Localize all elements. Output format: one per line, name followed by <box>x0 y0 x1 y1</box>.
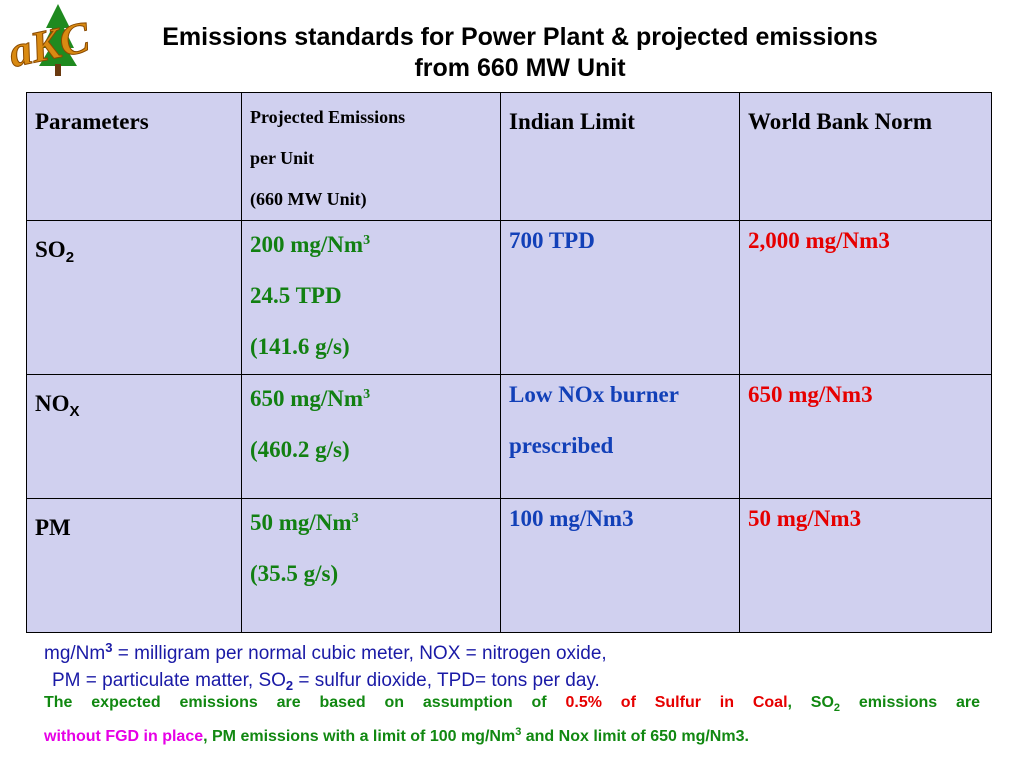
world-bank-cell: 50 mg/Nm3 <box>739 498 992 633</box>
indian-limit-cell: 100 mg/Nm3 <box>500 498 740 633</box>
indian-limit-cell: Low NOx burner prescribed <box>500 374 740 499</box>
world-bank-cell: 650 mg/Nm3 <box>739 374 992 499</box>
table-header-row: Parameters Projected Emissions per Unit … <box>26 92 992 221</box>
tree-icon <box>39 4 77 66</box>
param-cell: NOX <box>26 374 242 499</box>
projected-value: 24.5 TPD <box>250 283 342 308</box>
projected-cell: 50 mg/Nm3 (35.5 g/s) <box>241 498 501 633</box>
projected-value: 200 mg/Nm3 <box>250 232 371 257</box>
header-projected-line-3: (660 MW Unit) <box>250 189 367 209</box>
projected-value: 650 mg/Nm3 <box>250 386 371 411</box>
projected-cell: 200 mg/Nm3 24.5 TPD (141.6 g/s) <box>241 220 501 375</box>
table-row: NOX 650 mg/Nm3 (460.2 g/s) Low NOx burne… <box>26 374 992 499</box>
assumption-line-2: without FGD in place, PM emissions with … <box>44 726 749 745</box>
title-line-2: from 660 MW Unit <box>414 54 626 82</box>
note-line-2: PM = particulate matter, SO2 = sulfur di… <box>52 670 600 693</box>
param-cell: SO2 <box>26 220 242 375</box>
projected-value: (141.6 g/s) <box>250 334 350 359</box>
header-indian-limit: Indian Limit <box>500 92 740 221</box>
emissions-table: Parameters Projected Emissions per Unit … <box>26 92 992 633</box>
title-line-1: Emissions standards for Power Plant & pr… <box>162 23 878 51</box>
table-row: PM 50 mg/Nm3 (35.5 g/s) 100 mg/Nm3 50 mg… <box>26 498 992 633</box>
projected-value: (460.2 g/s) <box>250 437 350 462</box>
header-projected-emissions: Projected Emissions per Unit (660 MW Uni… <box>241 92 501 221</box>
indian-limit-cell: 700 TPD <box>500 220 740 375</box>
projected-value: (35.5 g/s) <box>250 561 339 586</box>
abbreviation-notes: mg/Nm3 = milligram per normal cubic mete… <box>44 634 984 699</box>
projected-cell: 650 mg/Nm3 (460.2 g/s) <box>241 374 501 499</box>
projected-value: 50 mg/Nm3 <box>250 510 359 535</box>
note-line-1: mg/Nm3 = milligram per normal cubic mete… <box>44 640 607 664</box>
logo-text: aKC <box>6 12 94 77</box>
header-parameters: Parameters <box>26 92 242 221</box>
header-projected-line-1: Projected Emissions <box>250 107 406 127</box>
assumption-line-1: The expected emissions are based on assu… <box>44 694 981 714</box>
world-bank-cell: 2,000 mg/Nm3 <box>739 220 992 375</box>
akc-logo: aKC <box>6 4 95 77</box>
table-row: SO2 200 mg/Nm3 24.5 TPD (141.6 g/s) 700 … <box>26 220 992 375</box>
slide-title: Emissions standards for Power Plant & pr… <box>100 22 940 84</box>
assumption-note: The expected emissions are based on assu… <box>44 691 980 749</box>
header-world-bank-norm: World Bank Norm <box>739 92 992 221</box>
param-cell: PM <box>26 498 242 633</box>
header-projected-line-2: per Unit <box>250 148 315 168</box>
